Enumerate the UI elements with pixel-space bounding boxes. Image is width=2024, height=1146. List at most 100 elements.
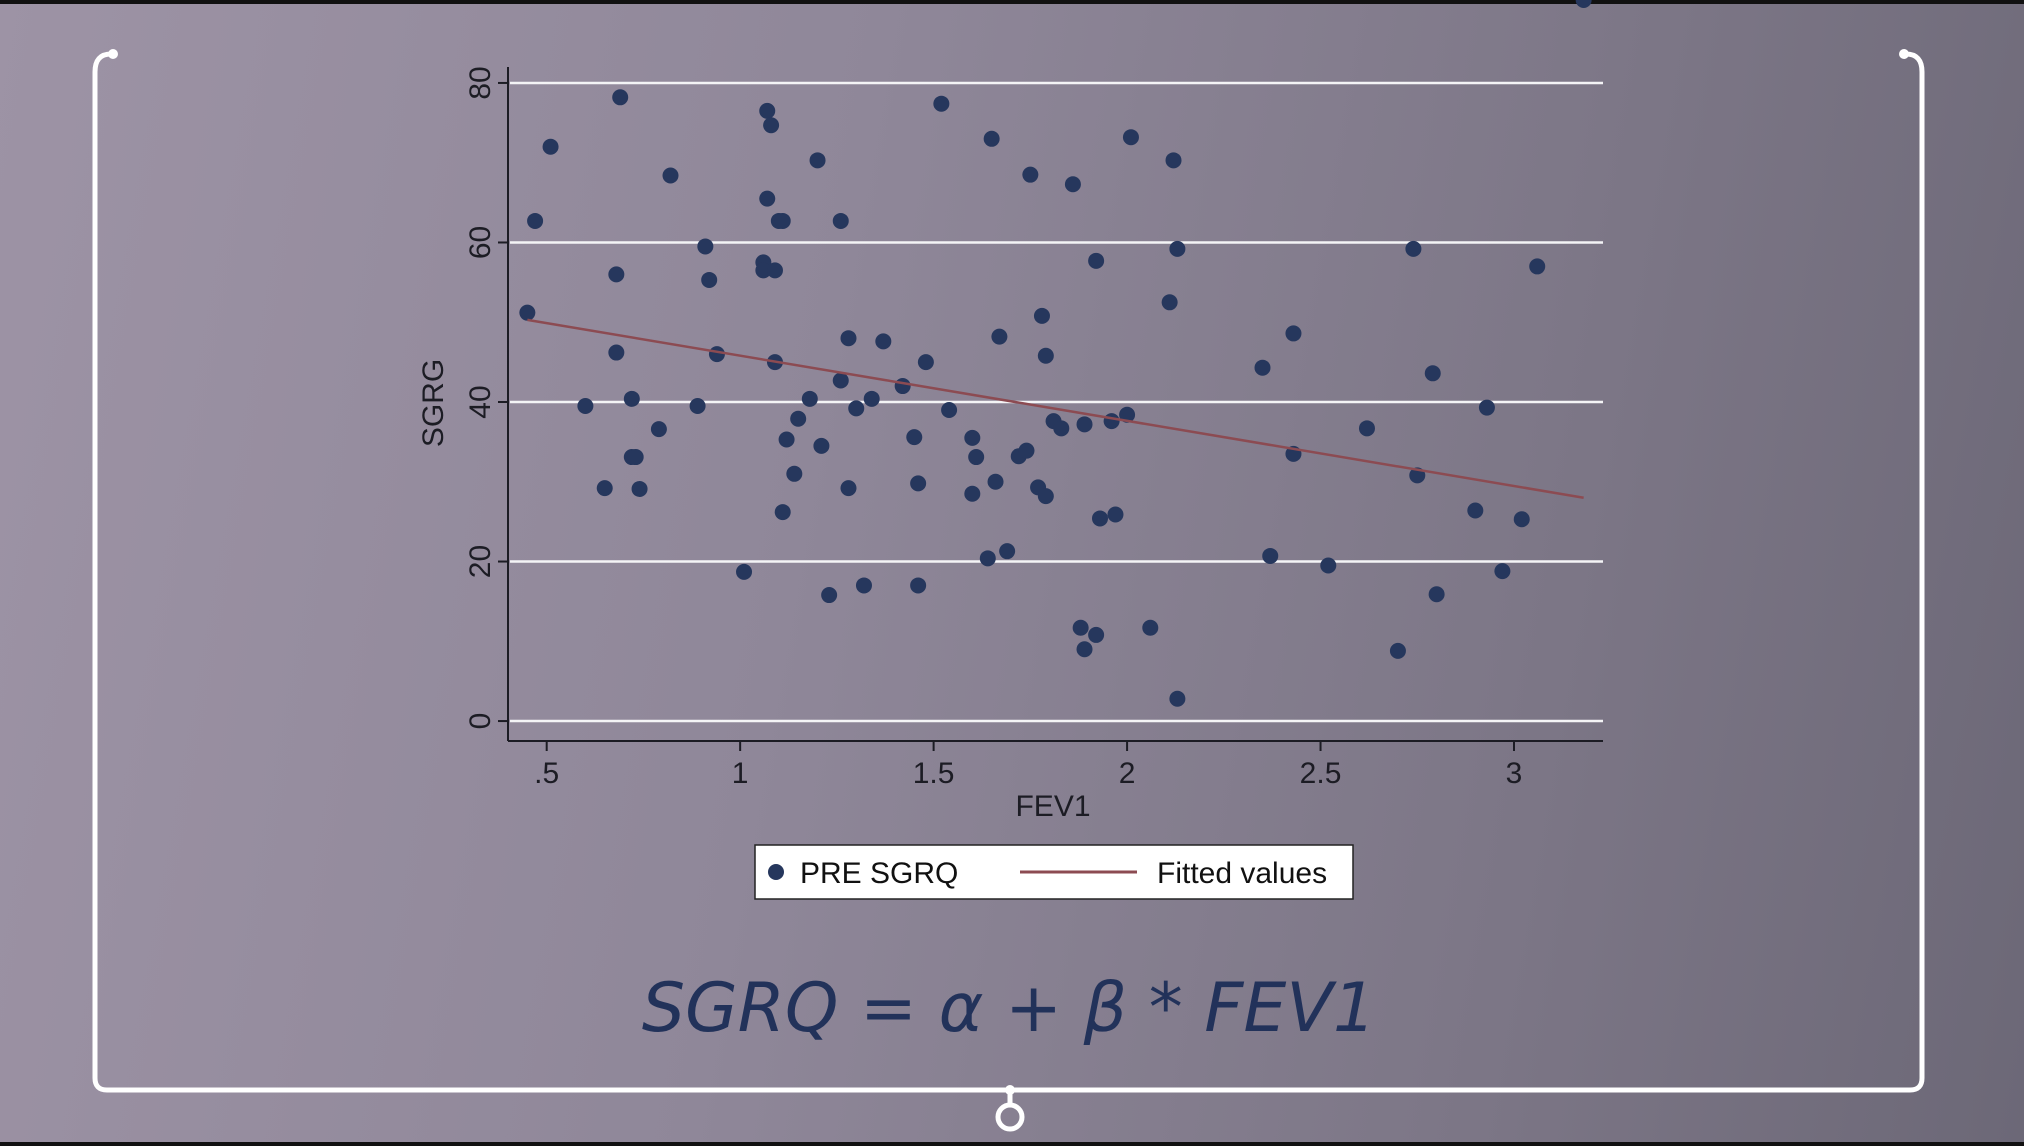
data-point [697, 238, 714, 255]
regression-formula: SGRQ = α + β * FEV1 [642, 969, 1376, 1048]
x-tick-label-.5: .5 [534, 757, 559, 790]
fitted-values-line [527, 318, 1584, 499]
scatter-chart: 0 20 40 60 80 .5 1 1.5 2 2.5 3 FEV1 SGRG PRE SGRQ … [417, 0, 1603, 900]
data-point [1529, 258, 1546, 275]
ticks: 0 20 40 60 80 .5 1 1.5 2 2.5 3 [464, 66, 1522, 790]
data-point [1467, 502, 1484, 519]
data-point [801, 390, 818, 407]
data-point [763, 117, 780, 134]
y-tick-label-40: 40 [464, 385, 497, 418]
y-tick-label-60: 60 [464, 226, 497, 259]
data-point [964, 429, 981, 446]
y-tick-label-80: 80 [464, 66, 497, 99]
data-point [1428, 586, 1445, 603]
data-point [689, 397, 706, 414]
scatter-points [519, 0, 1592, 707]
data-point [1091, 510, 1108, 527]
data-point [941, 401, 958, 418]
fitted-line-layer [527, 318, 1584, 499]
data-point [608, 266, 625, 283]
data-point [987, 473, 1004, 490]
data-point [991, 328, 1008, 345]
frame-right-knob [1899, 49, 1909, 59]
data-point [809, 152, 826, 169]
data-point [906, 429, 923, 446]
data-point [1072, 619, 1089, 636]
data-point [894, 378, 911, 395]
data-point [1088, 626, 1105, 643]
data-point [774, 212, 791, 229]
data-point [1513, 511, 1530, 528]
data-point [1064, 176, 1081, 193]
data-point [1076, 641, 1093, 658]
legend-label-fitted-values: Fitted values [1157, 857, 1327, 890]
data-point [832, 212, 849, 229]
data-point [840, 330, 857, 347]
data-point [1494, 563, 1511, 580]
frame-stem-knob [1005, 1085, 1015, 1095]
frame-left-knob [108, 49, 118, 59]
slide-frame [92, 51, 1925, 1107]
data-point [759, 102, 776, 119]
data-point [964, 485, 981, 502]
x-tick-label-1: 1 [732, 757, 749, 790]
data-point [999, 543, 1016, 560]
data-point [577, 397, 594, 414]
data-point [1478, 399, 1495, 416]
data-point [1165, 152, 1182, 169]
data-point [821, 587, 838, 604]
data-point [650, 421, 667, 438]
y-tick-label-20: 20 [464, 545, 497, 578]
data-point [736, 563, 753, 580]
data-point [1037, 488, 1054, 505]
data-point [1161, 294, 1178, 311]
data-point [1037, 347, 1054, 364]
data-point [813, 437, 830, 454]
data-point [1022, 166, 1039, 183]
data-point [1320, 557, 1337, 574]
data-point [1254, 359, 1271, 376]
data-point [875, 333, 892, 350]
data-point [596, 480, 613, 497]
data-point [933, 95, 950, 112]
data-point [983, 130, 1000, 147]
legend-label-pre-sgrq: PRE SGRQ [800, 857, 958, 890]
data-point [1103, 413, 1120, 430]
data-point [1076, 416, 1093, 433]
data-point [910, 475, 927, 492]
data-point [1122, 129, 1139, 146]
data-point [1033, 307, 1050, 324]
data-point [774, 504, 791, 521]
data-point [755, 262, 772, 279]
data-point [1053, 420, 1070, 437]
data-point [766, 262, 783, 279]
data-point [968, 449, 985, 466]
x-tick-label-3: 3 [1506, 757, 1523, 790]
bottom-black-bar [0, 1142, 2024, 1146]
x-tick-label-1.5: 1.5 [913, 757, 955, 790]
data-point [910, 577, 927, 594]
data-point [519, 304, 536, 321]
data-point [778, 431, 795, 448]
y-tick-label-0: 0 [464, 713, 497, 730]
data-point [759, 190, 776, 207]
data-point [542, 138, 559, 155]
data-point [527, 212, 544, 229]
data-point [1142, 619, 1159, 636]
legend: PRE SGRQ Fitted values [754, 844, 1354, 900]
data-point [662, 167, 679, 184]
data-point [623, 390, 640, 407]
data-point [1018, 442, 1035, 459]
frame-right-bracket [1009, 51, 1925, 1093]
top-black-bar [0, 0, 2024, 4]
data-point [627, 449, 644, 466]
data-point [1107, 506, 1124, 523]
data-point [840, 480, 857, 497]
x-tick-label-2.5: 2.5 [1300, 757, 1342, 790]
data-point [848, 400, 865, 417]
x-axis-label: FEV1 [1015, 790, 1090, 823]
data-point [1119, 406, 1136, 423]
x-tick-label-2: 2 [1119, 757, 1136, 790]
frame-left-bracket [92, 51, 1011, 1093]
